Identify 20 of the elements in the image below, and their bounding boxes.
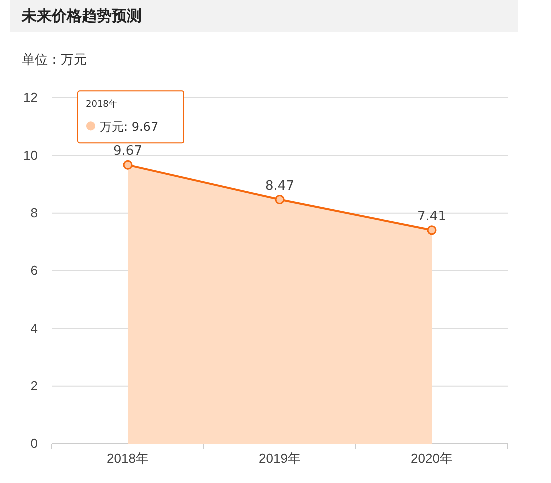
- y-tick-label: 0: [30, 436, 38, 452]
- y-tick-label: 2: [30, 378, 38, 394]
- data-label: 9.67: [114, 144, 142, 160]
- y-tick-label: 10: [24, 148, 38, 163]
- chart-title: 未来价格趋势预测: [21, 7, 142, 25]
- y-tick-label: 4: [30, 320, 38, 336]
- point: [123, 160, 133, 170]
- data-label: 7.41: [418, 209, 446, 224]
- point: [275, 195, 285, 205]
- y-tick-label: 8: [30, 205, 38, 220]
- x-tick-label: 2020年: [411, 451, 453, 466]
- point: [427, 226, 437, 236]
- tooltip-box: 2018年 万元: 9.67: [78, 90, 184, 144]
- data-label: 8.47: [266, 178, 294, 194]
- chart-subtitle: 单位：万元: [22, 53, 87, 68]
- x-tick-label: 2018年: [107, 451, 149, 466]
- y-tick-label: 6: [30, 263, 38, 278]
- annotation: 万元: 9.67: [100, 120, 159, 134]
- y-tick-label: 12: [24, 90, 38, 106]
- x-tick-label: 2019年: [259, 451, 301, 466]
